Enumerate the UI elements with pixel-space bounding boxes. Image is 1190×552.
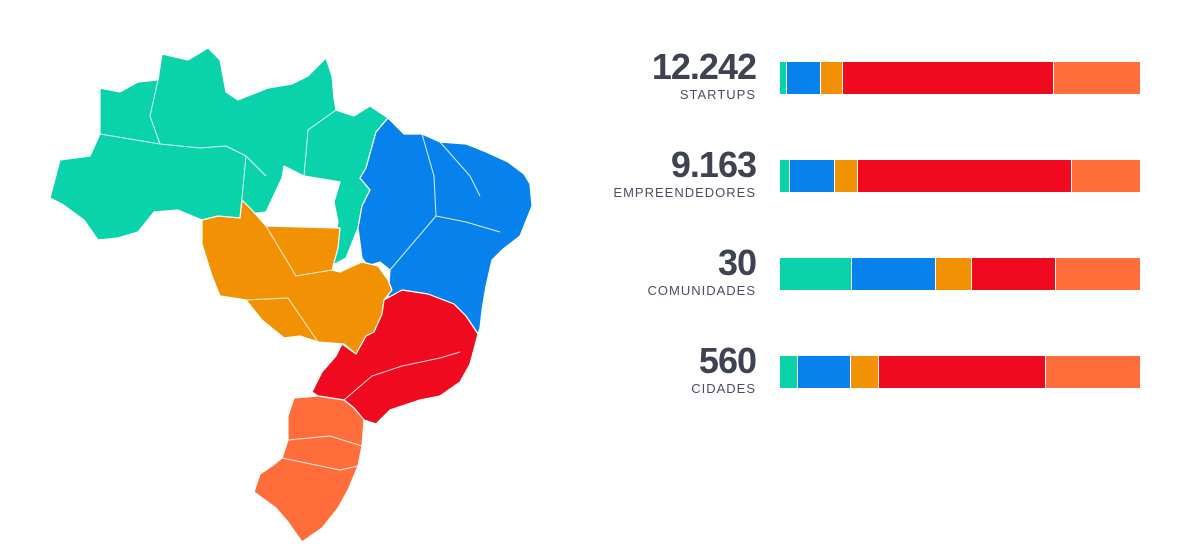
stat-label: STARTUPS: [679, 87, 756, 102]
bar-segment-norte[interactable]: [780, 356, 798, 388]
bar-segment-sudeste[interactable]: [842, 62, 1054, 94]
map-region-sul[interactable]: [253, 395, 365, 543]
stat-row-comunidades: 30 COMUNIDADES: [580, 242, 1160, 312]
bar-segment-centro-oeste[interactable]: [935, 258, 972, 290]
stacked-bar: [780, 356, 1140, 388]
bar-segment-nordeste[interactable]: [789, 160, 835, 192]
stat-row-startups: 12.242 STARTUPS: [580, 46, 1160, 116]
bar-segment-norte[interactable]: [780, 258, 852, 290]
stat-label: COMUNIDADES: [647, 283, 756, 298]
stat-row-cidades: 560 CIDADES: [580, 340, 1160, 410]
bar-segment-norte[interactable]: [780, 160, 790, 192]
stat-number: 12.242: [651, 46, 757, 87]
bar-segment-sul[interactable]: [1055, 258, 1140, 290]
bar-segment-nordeste[interactable]: [787, 62, 822, 94]
bar-segment-sul[interactable]: [1046, 356, 1140, 388]
bar-segment-sul[interactable]: [1053, 62, 1140, 94]
stacked-bar: [780, 258, 1140, 290]
stat-number: 9.163: [670, 144, 757, 185]
bar-segment-nordeste[interactable]: [798, 356, 851, 388]
map-region-sudeste[interactable]: [311, 289, 479, 425]
stat-number: 30: [717, 242, 757, 283]
state-borders: [99, 79, 501, 471]
stat-number: 560: [698, 340, 757, 381]
bar-segment-sudeste[interactable]: [878, 356, 1047, 388]
stat-row-empreendedores: 9.163 EMPREENDEDORES: [580, 144, 1160, 214]
bar-segment-norte[interactable]: [780, 62, 788, 94]
bar-segment-sul[interactable]: [1072, 160, 1140, 192]
stat-label: CIDADES: [691, 381, 756, 396]
bar-segment-centro-oeste[interactable]: [821, 62, 843, 94]
stat-label: EMPREENDEDORES: [613, 185, 756, 200]
brazil-regions-map: [49, 47, 533, 543]
stacked-bar: [780, 160, 1140, 192]
stacked-bar: [780, 62, 1140, 94]
bar-segment-nordeste[interactable]: [852, 258, 936, 290]
bar-segment-centro-oeste[interactable]: [834, 160, 859, 192]
bar-segment-centro-oeste[interactable]: [850, 356, 879, 388]
bar-segment-sudeste[interactable]: [971, 258, 1056, 290]
bar-segment-sudeste[interactable]: [858, 160, 1073, 192]
